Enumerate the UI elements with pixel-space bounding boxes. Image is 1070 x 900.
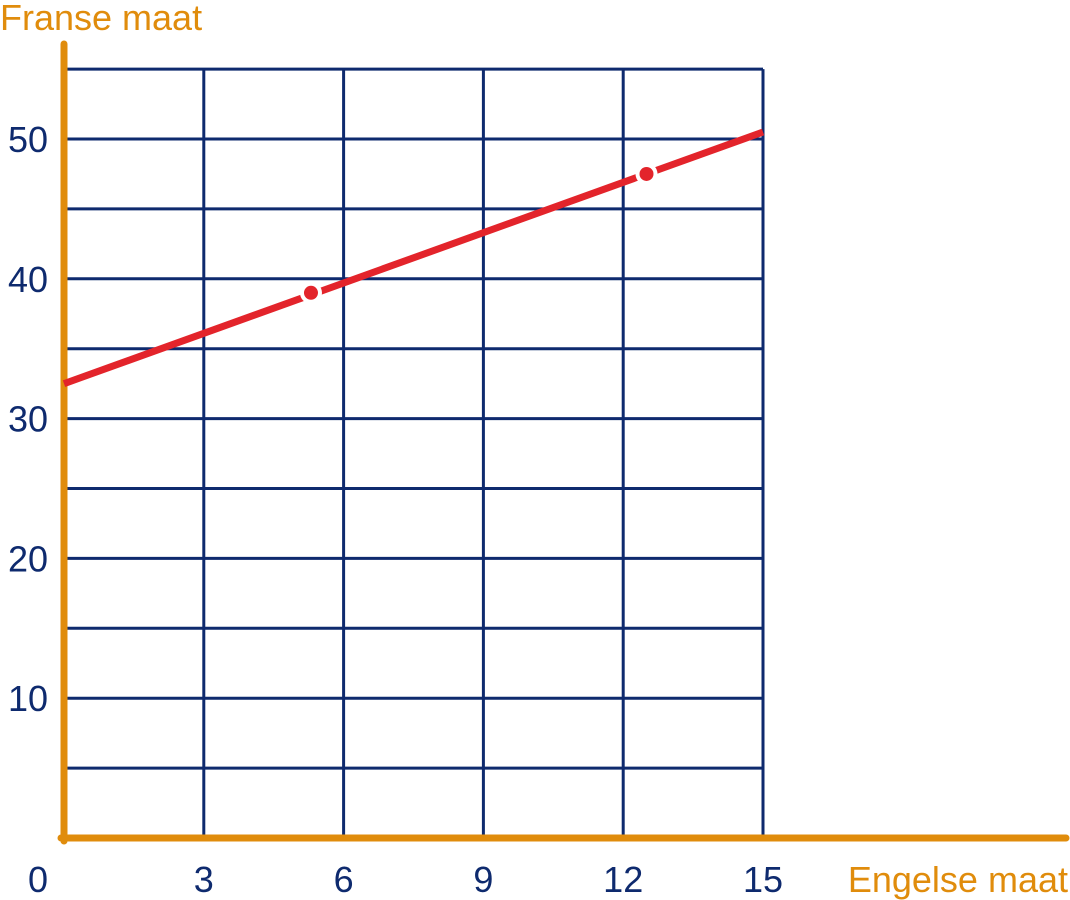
chart-axes	[57, 40, 1070, 845]
x-tick-label: 6	[334, 859, 354, 900]
y-tick-label: 50	[8, 119, 48, 160]
x-tick-label: 12	[603, 859, 643, 900]
y-axis-title: Franse maat	[0, 0, 202, 38]
y-tick-label: 40	[8, 259, 48, 300]
chart-tick-labels: 0 3 6 9 12 15 10 20 30 40 50	[8, 119, 783, 900]
x-axis-title: Engelse maat	[848, 859, 1068, 900]
x-tick-label: 9	[473, 859, 493, 900]
series-line	[62, 128, 765, 387]
x-tick-label: 3	[194, 859, 214, 900]
data-point	[303, 285, 318, 300]
data-point	[639, 166, 654, 181]
x-tick-label: 15	[743, 859, 783, 900]
y-tick-label: 30	[8, 399, 48, 440]
x-tick-label: 0	[28, 859, 48, 900]
chart-series	[62, 128, 765, 387]
y-tick-label: 10	[8, 678, 48, 719]
chart-grid	[64, 67, 765, 838]
y-tick-label: 20	[8, 538, 48, 579]
